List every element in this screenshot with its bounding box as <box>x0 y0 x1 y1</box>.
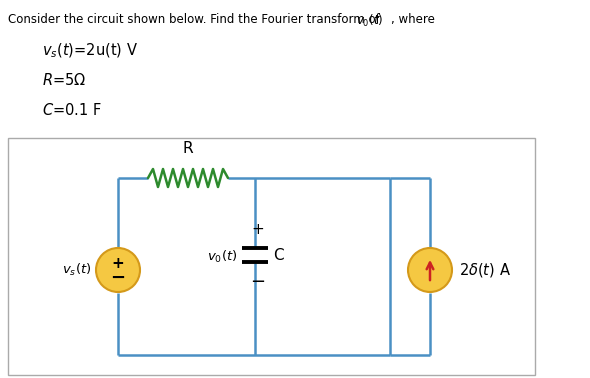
Text: Consider the circuit shown below. Find the Fourier transform of: Consider the circuit shown below. Find t… <box>8 13 384 26</box>
Text: R: R <box>183 141 194 156</box>
Circle shape <box>408 248 452 292</box>
Text: +: + <box>251 222 264 237</box>
Text: $2\delta(t)$ A: $2\delta(t)$ A <box>459 261 511 279</box>
Circle shape <box>96 248 140 292</box>
Text: −: − <box>250 273 266 291</box>
Text: $v_s(t)$=2u(t) V: $v_s(t)$=2u(t) V <box>42 42 138 60</box>
Text: $R$=5Ω: $R$=5Ω <box>42 72 86 88</box>
Text: C: C <box>273 248 284 262</box>
Text: −: − <box>110 269 126 287</box>
Text: $v_0(t)$: $v_0(t)$ <box>356 13 384 29</box>
Text: +: + <box>112 256 124 271</box>
Text: , where: , where <box>391 13 435 26</box>
Text: $v_0(t)$: $v_0(t)$ <box>206 249 237 265</box>
Text: $v_s(t)$: $v_s(t)$ <box>61 262 91 278</box>
Text: $C$=0.1 F: $C$=0.1 F <box>42 102 102 118</box>
Bar <box>8 138 535 375</box>
